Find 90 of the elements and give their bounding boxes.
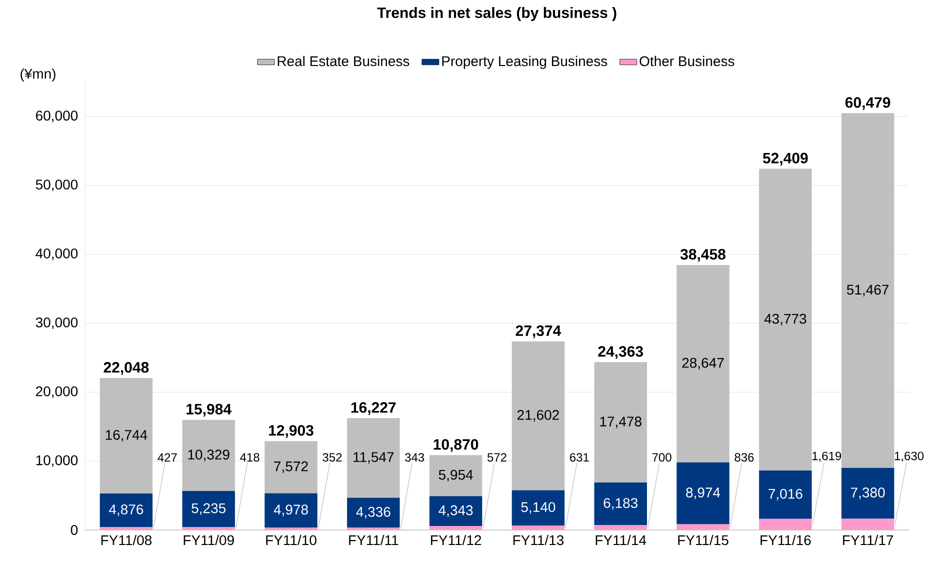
y-tick-label: 50,000 xyxy=(36,180,78,192)
data-label: 7,572 xyxy=(274,461,308,473)
data-label: 343 xyxy=(405,453,424,462)
bar xyxy=(759,470,812,519)
data-label: 4,336 xyxy=(356,506,390,518)
data-label: 10,329 xyxy=(188,450,230,462)
x-tick-label: FY11/15 xyxy=(678,534,728,546)
total-label: 12,903 xyxy=(269,425,314,438)
bar xyxy=(182,527,235,530)
x-tick-label: FY11/10 xyxy=(266,534,316,546)
x-tick-label: FY11/09 xyxy=(184,534,234,546)
data-label: 1,630 xyxy=(894,452,924,462)
data-label: 8,974 xyxy=(686,488,720,500)
bar xyxy=(347,418,400,498)
bar xyxy=(512,490,565,526)
total-label: 60,479 xyxy=(845,97,890,110)
x-tick-label: FY11/08 xyxy=(101,534,152,546)
bar xyxy=(100,493,153,528)
bar xyxy=(429,455,482,496)
y-tick-label: 30,000 xyxy=(36,317,78,330)
x-tick-label: FY11/12 xyxy=(431,534,482,546)
bar xyxy=(594,362,647,483)
bar xyxy=(841,518,894,530)
data-label: 4,343 xyxy=(438,505,473,517)
x-tick-label: FY11/11 xyxy=(349,534,398,546)
y-tick-label: 40,000 xyxy=(36,248,78,260)
data-label: 5,140 xyxy=(521,502,556,514)
y-axis-title: (¥mn) xyxy=(20,68,56,82)
bar xyxy=(100,378,153,494)
data-label: 11,547 xyxy=(354,452,394,464)
x-tick-label: FY11/17 xyxy=(843,534,894,546)
data-label: 7,016 xyxy=(768,488,802,500)
x-tick-label: FY11/14 xyxy=(596,534,646,546)
data-label: 16,744 xyxy=(106,430,148,442)
data-label: 28,647 xyxy=(682,358,724,370)
data-label: 17,478 xyxy=(600,416,642,428)
bar xyxy=(512,526,565,530)
bar xyxy=(759,168,812,470)
data-label: 43,773 xyxy=(764,314,806,326)
data-label: 631 xyxy=(570,453,589,462)
data-label: 4,978 xyxy=(274,504,308,516)
bar xyxy=(759,518,812,530)
total-label: 27,374 xyxy=(516,325,562,338)
bar xyxy=(429,496,482,526)
y-tick-label: 20,000 xyxy=(36,386,78,398)
total-label: 16,227 xyxy=(351,402,396,415)
data-label: 4,876 xyxy=(109,504,144,516)
bar xyxy=(594,482,647,526)
data-label: 21,602 xyxy=(517,410,559,422)
bar xyxy=(676,264,730,462)
bar xyxy=(429,526,482,530)
y-tick-label: 10,000 xyxy=(36,455,78,467)
bar xyxy=(594,525,647,530)
bar xyxy=(512,341,565,490)
data-label: 352 xyxy=(322,453,342,462)
data-label: 7,380 xyxy=(851,488,885,500)
data-label: 51,467 xyxy=(846,284,889,296)
data-label: 5,235 xyxy=(192,503,226,515)
total-label: 24,363 xyxy=(598,346,643,359)
total-label: 22,048 xyxy=(104,362,149,375)
legend-label: Other Business xyxy=(640,56,734,66)
data-label: 427 xyxy=(158,453,177,462)
y-tick-label: 60,000 xyxy=(36,110,78,122)
bar xyxy=(100,527,153,530)
legend-label: Property Leasing Business xyxy=(442,56,608,69)
x-tick-label: FY11/13 xyxy=(513,534,564,546)
bar xyxy=(676,462,730,524)
legend-label: Real Estate Business xyxy=(278,56,410,66)
data-label: 1,619 xyxy=(812,452,842,462)
data-label: 5,954 xyxy=(438,470,473,482)
bar xyxy=(182,420,235,492)
bar xyxy=(841,468,894,519)
total-label: 10,870 xyxy=(434,439,478,452)
data-label: 700 xyxy=(652,453,672,462)
bar xyxy=(264,493,318,528)
data-label: 418 xyxy=(240,453,260,462)
data-label: 836 xyxy=(734,453,754,462)
y-tick-label: 0 xyxy=(70,525,78,535)
data-label: 6,183 xyxy=(604,498,638,510)
bar xyxy=(841,113,894,468)
bar xyxy=(347,498,400,528)
total-label: 52,409 xyxy=(762,152,808,166)
data-label: 572 xyxy=(487,453,506,462)
total-label: 38,458 xyxy=(680,248,726,262)
bar xyxy=(264,441,318,494)
bar xyxy=(676,524,730,530)
x-tick-label: FY11/16 xyxy=(760,534,811,546)
total-label: 15,984 xyxy=(186,404,232,417)
bar xyxy=(182,491,235,528)
chart-title: Trends in net sales (by business ) xyxy=(377,7,616,22)
